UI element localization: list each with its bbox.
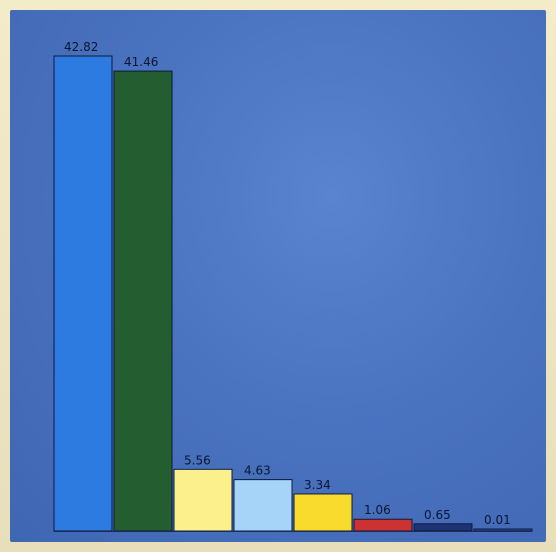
value-label-1: 42.82: [64, 40, 98, 54]
value-label-4: 4.63: [244, 464, 271, 478]
bar-4: [233, 479, 293, 532]
value-label-2: 41.46: [124, 55, 158, 69]
bar-8: [473, 528, 533, 532]
value-label-5: 3.34: [304, 478, 331, 492]
bar-5: [293, 493, 353, 532]
value-label-3: 5.56: [184, 453, 211, 467]
value-label-8: 0.01: [484, 513, 511, 527]
bar-6: [353, 518, 413, 532]
bar-1: [53, 55, 113, 532]
value-label-group: 42.82 41.46 5.56 4.63 3.34 1.06 0.65 0.01: [64, 40, 511, 527]
bar-2: [113, 70, 173, 532]
bar-3: [173, 468, 233, 532]
value-label-7: 0.65: [424, 508, 451, 522]
bar-group: [53, 55, 533, 532]
value-label-6: 1.06: [364, 503, 391, 517]
bar-7: [413, 523, 473, 532]
bar-chart: 42.82 41.46 5.56 4.63 3.34 1.06 0.65 0.01: [53, 40, 533, 532]
